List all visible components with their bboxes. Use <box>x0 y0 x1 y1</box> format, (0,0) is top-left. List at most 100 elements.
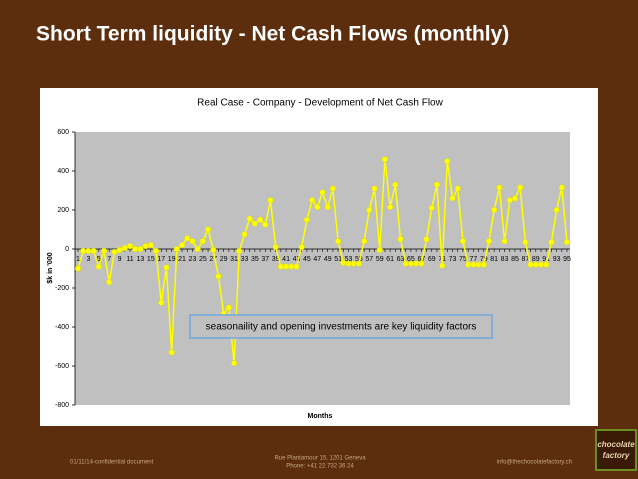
data-point <box>277 263 284 270</box>
data-point <box>111 248 118 255</box>
data-point <box>439 262 446 269</box>
x-tick-label: 43 <box>293 256 301 263</box>
data-point <box>563 239 571 246</box>
data-point <box>251 220 258 227</box>
data-point <box>433 181 440 188</box>
x-tick-label: 69 <box>428 256 436 263</box>
annotation-box <box>189 314 493 339</box>
data-point <box>225 304 232 311</box>
data-point <box>267 197 274 204</box>
data-point <box>199 238 206 245</box>
data-point <box>257 216 264 223</box>
y-tick-label: -400 <box>55 324 69 331</box>
x-tick-label: 59 <box>376 256 384 263</box>
x-tick-label: 93 <box>553 256 561 263</box>
data-point <box>543 261 550 268</box>
x-tick-label: 67 <box>417 256 425 263</box>
data-point <box>548 239 555 246</box>
x-tick-label: 55 <box>355 256 363 263</box>
x-tick-label: 39 <box>272 256 280 263</box>
x-tick-label: 29 <box>220 256 228 263</box>
x-tick-label: 41 <box>282 256 290 263</box>
y-tick-label: 0 <box>65 246 69 253</box>
x-tick-label: 23 <box>189 256 197 263</box>
footer-address: Rue Plantamour 15, 1201 Geneva <box>274 456 366 462</box>
data-point <box>553 206 560 214</box>
x-tick-label: 51 <box>334 256 342 263</box>
data-point <box>402 260 409 267</box>
data-point <box>511 195 519 202</box>
x-tick-label: 83 <box>501 256 509 263</box>
plot-area <box>75 132 570 405</box>
y-tick-label: 400 <box>57 168 69 175</box>
x-tick-label: 49 <box>324 256 332 263</box>
data-point <box>288 263 295 270</box>
data-point <box>459 238 467 245</box>
data-point <box>355 260 362 267</box>
footer-left: 01/11/14-confidential document <box>70 460 154 466</box>
x-tick-label: 35 <box>251 256 259 263</box>
data-point <box>522 239 529 246</box>
data-point <box>314 204 321 211</box>
data-point <box>418 260 425 267</box>
data-point <box>480 261 487 268</box>
data-point <box>210 246 217 254</box>
data-point <box>496 184 503 191</box>
x-tick-label: 95 <box>563 256 571 263</box>
x-tick-label: 53 <box>345 256 353 263</box>
data-point <box>340 259 347 266</box>
data-point <box>283 263 290 270</box>
data-point <box>163 264 170 271</box>
x-tick-label: 19 <box>168 256 176 263</box>
x-tick-label: 21 <box>178 256 186 263</box>
data-point <box>381 156 388 163</box>
x-tick-label: 47 <box>313 256 321 263</box>
x-tick-label: 87 <box>521 256 529 263</box>
data-point <box>558 184 565 191</box>
x-tick-label: 5 <box>97 256 101 263</box>
data-point <box>527 261 534 268</box>
data-point <box>95 263 102 270</box>
data-point <box>361 238 368 245</box>
x-tick-label: 91 <box>542 256 550 263</box>
data-point <box>392 181 399 188</box>
data-point <box>449 195 456 202</box>
data-point <box>116 246 123 254</box>
x-tick-label: 75 <box>459 256 467 263</box>
data-point <box>423 236 430 243</box>
data-point <box>335 238 342 245</box>
data-point <box>205 226 212 233</box>
slide-title: Short Term liquidity - Net Cash Flows (m… <box>36 23 509 46</box>
x-tick-label: 33 <box>241 256 249 263</box>
data-point <box>475 261 482 268</box>
x-tick-label: 15 <box>147 256 155 263</box>
data-point <box>465 261 472 268</box>
data-point <box>132 245 139 253</box>
data-point <box>262 221 269 228</box>
x-tick-label: 81 <box>490 256 498 263</box>
x-tick-label: 3 <box>86 256 90 263</box>
data-point <box>397 236 404 243</box>
x-tick-label: 45 <box>303 256 311 263</box>
y-tick-label: 600 <box>57 129 69 136</box>
x-tick-label: 63 <box>397 256 405 263</box>
y-tick-label: 200 <box>57 207 69 214</box>
x-tick-label: 79 <box>480 256 488 263</box>
x-tick-label: 9 <box>118 256 122 263</box>
data-point <box>241 231 248 238</box>
x-tick-label: 37 <box>261 256 269 263</box>
x-tick-label: 77 <box>469 256 477 263</box>
data-point <box>90 247 97 254</box>
data-point <box>168 349 175 356</box>
data-point <box>444 158 451 165</box>
data-point <box>345 260 352 267</box>
x-tick-label: 25 <box>199 256 207 263</box>
x-tick-label: 27 <box>209 256 217 263</box>
logo-text: chocolate <box>597 440 635 449</box>
data-point <box>236 247 243 254</box>
data-point <box>147 242 154 249</box>
data-point <box>413 260 420 267</box>
y-tick-label: -800 <box>55 402 69 409</box>
data-point <box>324 204 331 211</box>
